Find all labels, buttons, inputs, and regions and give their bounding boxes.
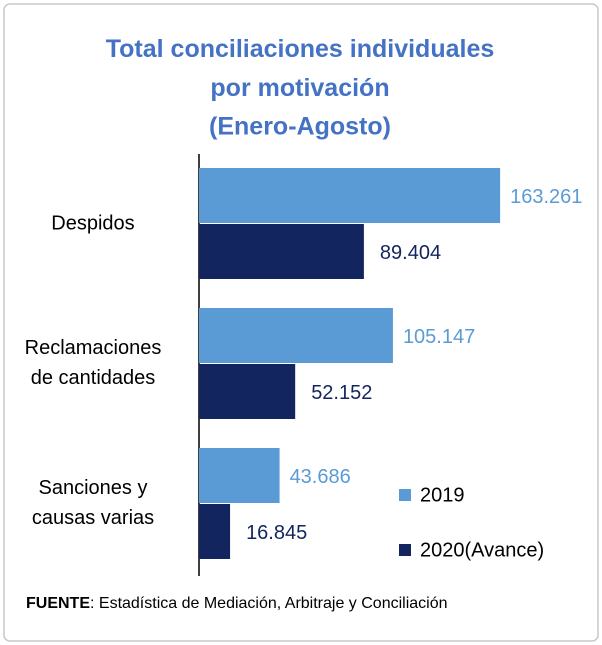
bar <box>199 504 231 559</box>
y-tick-label: Reclamaciones de cantidades <box>25 337 162 389</box>
legend-label: 2020(Avance) <box>420 539 544 561</box>
bar <box>199 168 501 223</box>
bar <box>199 448 280 503</box>
value-label: 89.404 <box>380 242 441 264</box>
bar <box>199 224 364 279</box>
y-tick-label: Sanciones y causas varias <box>32 477 154 529</box>
value-label: 52.152 <box>311 382 372 404</box>
value-label: 163.261 <box>510 186 582 208</box>
value-label: 43.686 <box>290 466 351 488</box>
source-text: : Estadística de Mediación, Arbitraje y … <box>90 595 448 612</box>
value-label: 16.845 <box>246 522 307 544</box>
source-note: FUENTE: Estadística de Mediación, Arbitr… <box>26 595 448 612</box>
legend-swatch <box>399 544 411 556</box>
source-label: FUENTE <box>26 595 90 612</box>
bar <box>199 308 393 363</box>
chart-title: Total conciliaciones individuales por mot… <box>106 35 495 141</box>
y-tick-label: Despidos <box>51 212 134 234</box>
value-label: 105.147 <box>403 326 475 348</box>
legend-label: 2019 <box>420 484 465 506</box>
legend-swatch <box>399 489 411 501</box>
bar <box>199 364 296 419</box>
